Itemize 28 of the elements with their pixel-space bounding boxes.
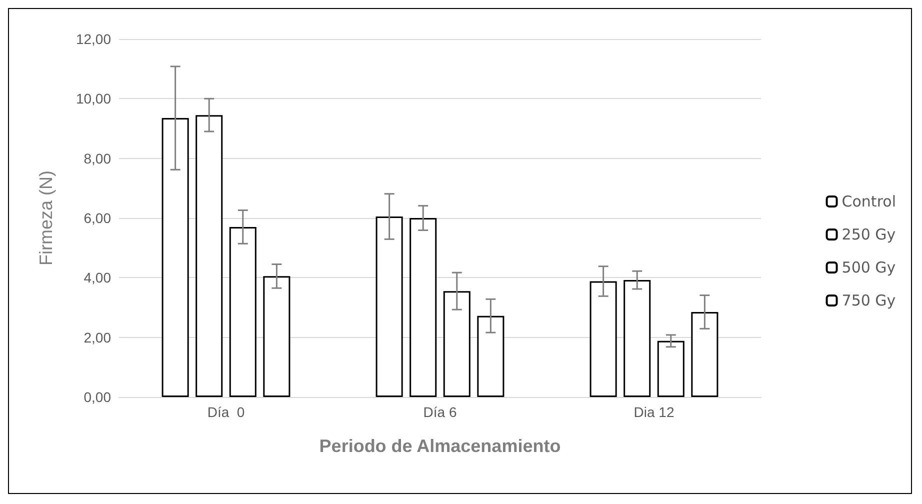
y-tick-label: 0,00 <box>84 389 112 405</box>
bar <box>376 216 403 397</box>
bar <box>443 291 470 397</box>
y-axis-title: Firmeza (N) <box>36 170 56 266</box>
y-tick-label: 8,00 <box>84 150 112 166</box>
x-tick-label: Dia 12 <box>634 404 674 420</box>
legend-label: 250 Gy <box>842 226 896 244</box>
legend-label: Control <box>842 192 896 210</box>
legend-label: 500 Gy <box>842 258 896 276</box>
y-tick-label: 6,00 <box>84 210 112 226</box>
bar <box>657 340 684 397</box>
x-tick-label: Día 0 <box>207 404 245 420</box>
bar <box>162 118 189 397</box>
x-tick-label: Día 6 <box>423 404 457 420</box>
y-tick-label: 10,00 <box>76 90 112 107</box>
bar <box>624 280 651 397</box>
legend-label: 750 Gy <box>842 292 896 310</box>
bar <box>229 226 256 397</box>
y-tick-label: 4,00 <box>84 270 112 286</box>
bar <box>410 218 437 397</box>
y-tick-label: 2,00 <box>84 329 112 346</box>
bar <box>196 115 223 397</box>
x-axis-title: Periodo de Almacenamiento <box>319 436 561 456</box>
bar <box>477 316 504 397</box>
bar <box>691 312 718 397</box>
bar <box>590 281 617 397</box>
y-tick-label: 12,00 <box>76 31 112 47</box>
bar <box>263 276 290 397</box>
